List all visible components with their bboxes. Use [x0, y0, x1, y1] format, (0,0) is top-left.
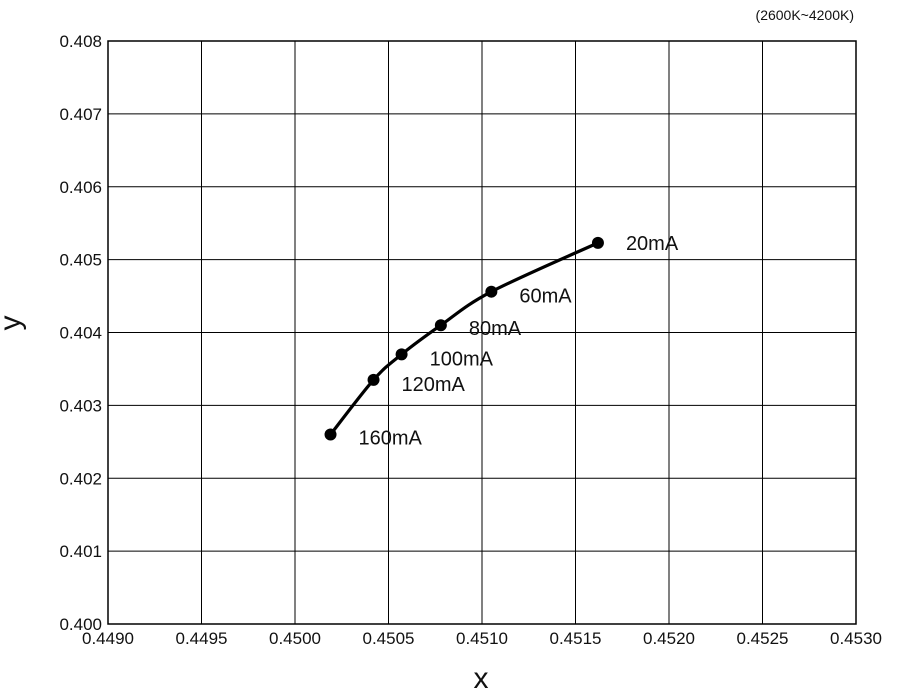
grid: [108, 41, 856, 624]
cct-range-annotation: (2600K~4200K): [756, 7, 854, 23]
y-tick-label: 0.404: [59, 324, 102, 343]
data-label: 120mA: [402, 374, 466, 396]
data-point: [324, 428, 337, 441]
plot-area-frame: [107, 40, 857, 625]
data-point: [485, 285, 498, 298]
data-point: [395, 348, 408, 361]
data-points: [324, 236, 604, 441]
y-tick-label: 0.405: [59, 251, 102, 270]
data-label: 80mA: [469, 318, 522, 340]
x-tick-label: 0.4530: [830, 629, 882, 648]
x-tick-label: 0.4520: [643, 629, 695, 648]
data-point: [591, 236, 604, 249]
y-tick-label: 0.407: [59, 105, 102, 124]
data-point: [367, 373, 380, 386]
x-tick-label: 0.4500: [269, 629, 321, 648]
tick-labels: 0.4490 0.4495 0.4500 0.4505 0.4510 0.4515 0.45…: [59, 32, 882, 648]
x-tick-label: 0.4490: [82, 629, 134, 648]
y-tick-label: 0.408: [59, 32, 102, 51]
data-labels: 20mA 60mA 80mA 100mA 120mA 160mA: [359, 233, 679, 450]
data-label: 100mA: [430, 348, 494, 370]
y-tick-label: 0.400: [59, 615, 102, 634]
x-tick-label: 0.4505: [363, 629, 415, 648]
data-label: 60mA: [519, 286, 572, 308]
y-tick-label: 0.401: [59, 542, 102, 561]
x-axis-title: x: [474, 662, 489, 695]
y-axis-title: y: [0, 316, 27, 331]
data-label: 160mA: [359, 428, 423, 450]
y-tick-label: 0.406: [59, 178, 102, 197]
data-label: 20mA: [626, 233, 679, 255]
series-line: [328, 241, 600, 437]
data-point: [434, 319, 447, 332]
x-tick-label: 0.4515: [550, 629, 602, 648]
y-tick-label: 0.402: [59, 469, 102, 488]
x-tick-label: 0.4495: [176, 629, 228, 648]
y-tick-label: 0.403: [59, 396, 102, 415]
x-tick-label: 0.4525: [737, 629, 789, 648]
x-tick-label: 0.4510: [456, 629, 508, 648]
